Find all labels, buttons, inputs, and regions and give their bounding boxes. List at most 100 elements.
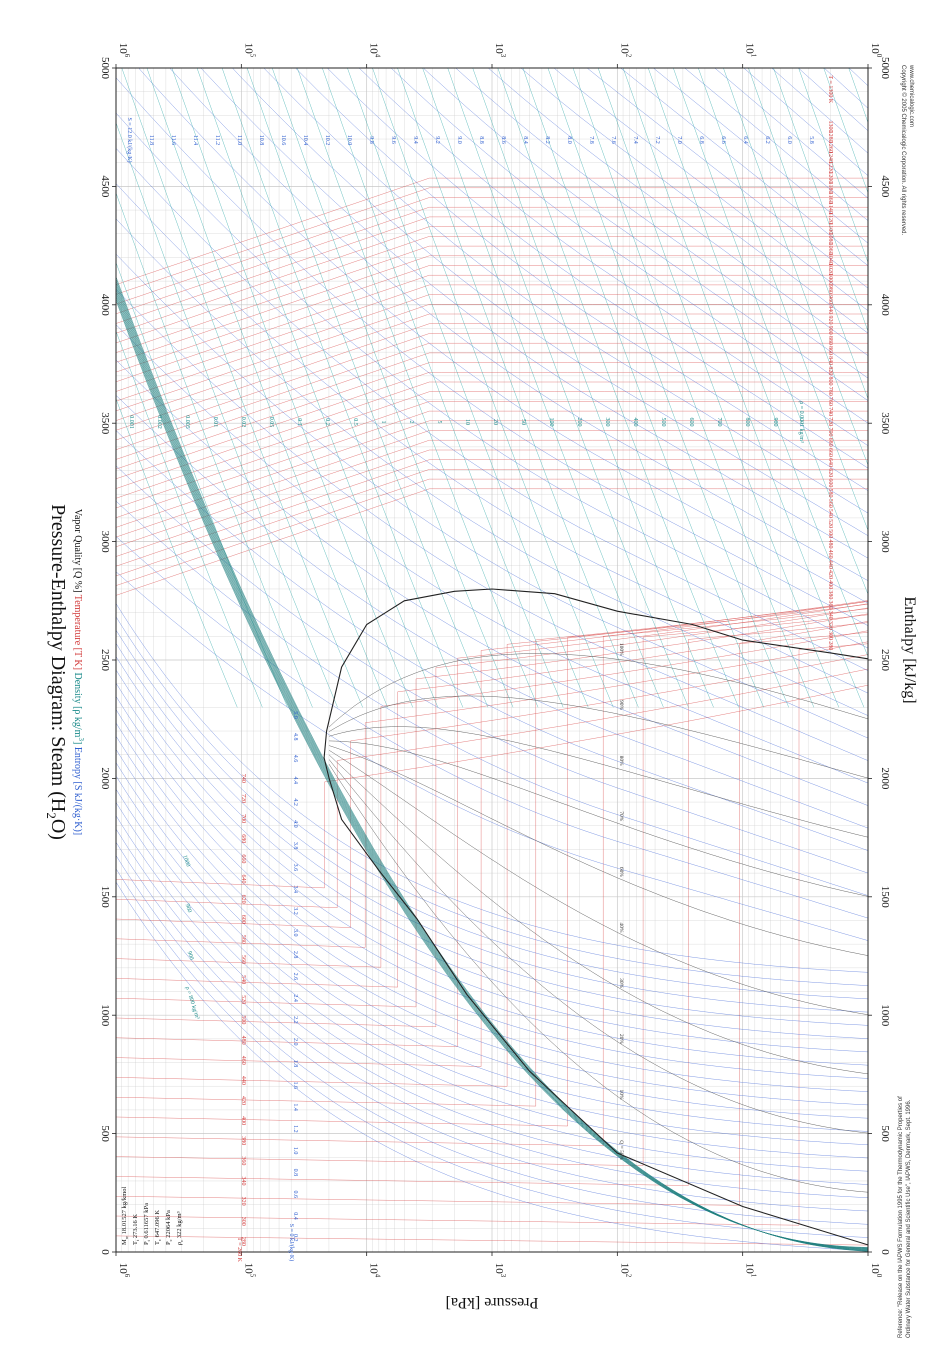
isochore-line (924, 68, 950, 707)
isochore-label: 2 (408, 421, 414, 424)
isotherm-label-hot: 1220 (827, 161, 833, 173)
isentrope-line (620, 68, 868, 266)
isotherm-label: 400 (240, 1116, 246, 1125)
isentrope-line (487, 68, 868, 356)
isentrope-line (327, 68, 868, 469)
y-tick-label-bottom: 106 (117, 1263, 131, 1278)
isotherm-label: 660 (240, 854, 246, 863)
isotherm-label-hot: 1080 (827, 232, 833, 244)
isentrope-top-label: 10.2 (324, 135, 330, 146)
isotherm-label: 600 (240, 915, 246, 924)
isotherm-label: 680 (240, 834, 246, 843)
isotherm-label-hot: 1040 (827, 253, 833, 265)
y-tick-label-bottom: 103 (493, 1263, 507, 1278)
isentrope-top-label: 8.0 (566, 136, 572, 144)
quality-line (328, 750, 868, 1015)
isotherm-label: 500 (240, 1015, 246, 1024)
isentrope-line (116, 629, 868, 1000)
quality-line (328, 764, 868, 1193)
isotherm-label: 640 (240, 875, 246, 884)
isotherm-label: 540 (240, 975, 246, 984)
isentrope-line (116, 500, 868, 896)
isochore-line (798, 68, 868, 264)
y-tick-label-top: 104 (368, 43, 382, 58)
saturation-dome (323, 588, 868, 1246)
isentrope-label: 3.6 (292, 864, 298, 872)
isentrope-line (116, 855, 868, 1225)
isentrope-line (116, 148, 868, 671)
isochore-high-label: 900 (186, 950, 194, 960)
quality-label: 70% (618, 811, 624, 822)
isentrope-line (116, 815, 868, 1185)
isotherm-label-hot: 340 (827, 611, 833, 620)
isochore-line (522, 68, 764, 708)
y-tick-label-top: 105 (242, 43, 256, 58)
isentrope-line (116, 669, 868, 1039)
isentrope-top-label: 6.4 (742, 136, 748, 144)
isochore-label: 300 (604, 418, 610, 427)
isochore-label: 700 (716, 418, 722, 427)
isotherm-label: 320 (240, 1197, 246, 1206)
x-axis-title: Enthalpy [kJ/kg] (901, 596, 918, 703)
quality-label: 20% (618, 1034, 624, 1045)
isotherm-label: 420 (240, 1096, 246, 1105)
isochore-label: 0.01 (212, 417, 218, 428)
isentrope-line (116, 430, 868, 851)
y-axis-title: Pressure [kPa] (446, 1294, 539, 1311)
quality-line (329, 745, 868, 956)
isotherm-label-hot: 1260 (827, 141, 833, 153)
isochore-label: 20 (492, 419, 498, 425)
isotherm-line (116, 284, 868, 392)
isotherm-line (116, 440, 868, 547)
x-tick-label-left: 500 (99, 1125, 111, 1142)
isotherm-label-hot: 900 (827, 326, 833, 335)
isentrope-line (586, 68, 868, 289)
quality-label: 40% (618, 923, 624, 934)
isochore-label: 0.1 (296, 418, 302, 426)
y-tick-label-top: 102 (618, 43, 632, 58)
isochore-line (622, 68, 865, 708)
isentrope-line (390, 68, 868, 424)
isentrope-line (295, 68, 868, 491)
isochore-line (116, 398, 238, 708)
x-tick-label-left: 4500 (99, 175, 111, 198)
isentrope-label: 4.8 (292, 733, 298, 741)
quality-label: 90% (618, 700, 624, 711)
reference-line: Ordinary Water Substance for General and… (906, 1099, 912, 1338)
isotherm-line (116, 600, 868, 1087)
x-tick-label-left: 4000 (99, 294, 111, 317)
isotherm-label-hot: 780 (827, 387, 833, 396)
isotherm-label-hot: 320 (827, 621, 833, 630)
quality-label: Q = 50% (618, 1140, 624, 1160)
isochore-high-label: 1000 (181, 854, 190, 867)
isotherm-line (116, 207, 868, 314)
isochore-label: 0.005 (184, 415, 190, 429)
isotherm-label: 440 (240, 1076, 246, 1085)
isochore-label: 500 (660, 418, 666, 427)
isotherm-label-hot: 1200 (827, 171, 833, 183)
isentrope-top-label: 6.2 (764, 136, 770, 144)
isotherm-line (116, 362, 868, 470)
isentrope-label: 1.6 (292, 1082, 298, 1090)
isotherm-label-hot: 1160 (827, 192, 833, 204)
isentrope-label: 3.0 (292, 929, 298, 937)
isentrope-label: 4.4 (292, 777, 298, 785)
isochore-line (116, 330, 263, 708)
quality-line (328, 653, 868, 728)
isotherm-line (116, 187, 868, 295)
isochore-label: 600 (688, 418, 694, 427)
isotherm-label-hot: 300 (827, 631, 833, 640)
isochore-line (723, 68, 868, 466)
isentrope-top-label: 5.8 (808, 136, 814, 144)
isotherm-label-hot: 520 (827, 519, 833, 528)
isotherm-line (116, 601, 868, 1107)
isentrope-line (116, 828, 868, 1198)
isotherm-line (116, 401, 868, 509)
isentrope-top-label: 10.6 (280, 135, 286, 146)
isotherm-line (116, 333, 868, 441)
isotherm-label-hot: 940 (827, 305, 833, 314)
isochore-line (698, 68, 868, 531)
isentrope-top-label: 9.4 (412, 136, 418, 144)
isochore-label: 0.002 (156, 415, 162, 429)
isotherm-label-hot: 860 (827, 346, 833, 355)
